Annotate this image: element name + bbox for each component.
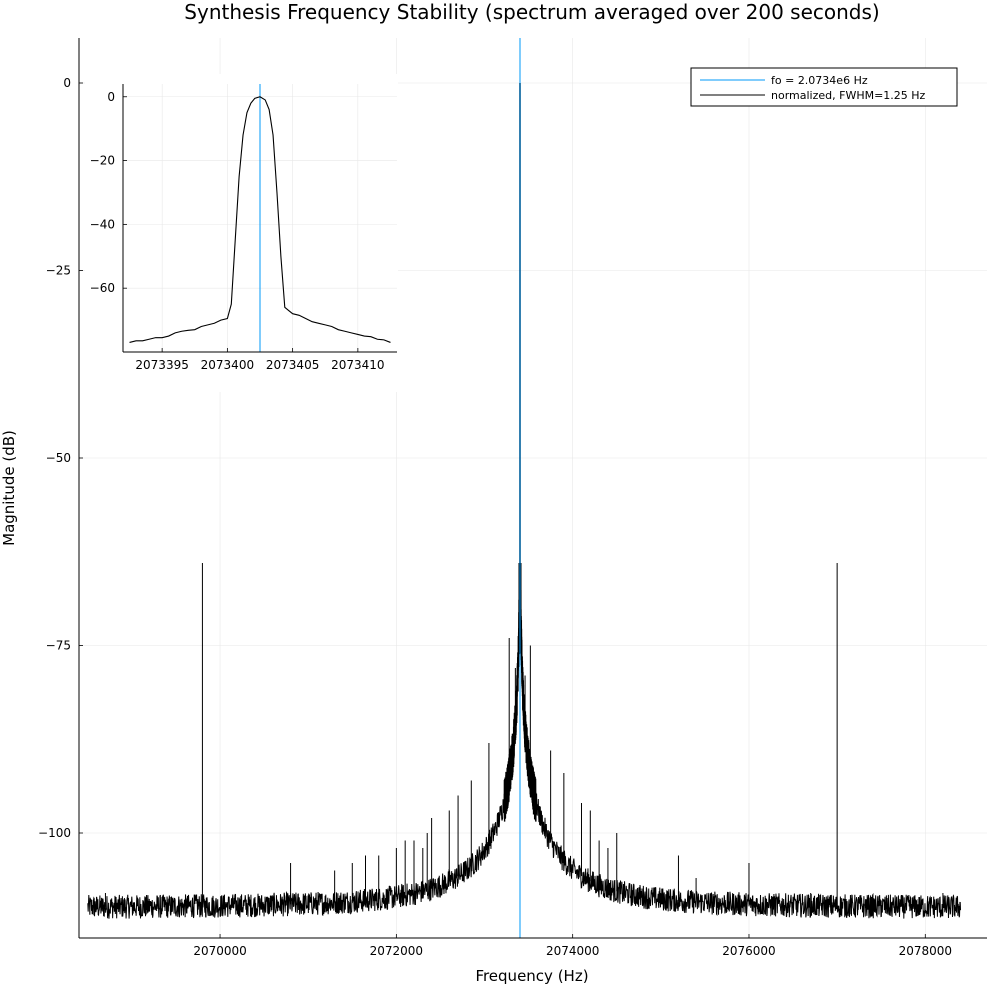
inset-x-tick-label: 2073410 [331, 358, 384, 372]
legend-label-normalized: normalized, FWHM=1.25 Hz [771, 89, 926, 102]
main-y-tick-label: −25 [46, 264, 71, 278]
main-ticks: 2070000 2072000 2074000 2076000 2078000 0 −25 −… [38, 76, 952, 958]
main-x-tick-label: 2076000 [722, 944, 775, 958]
inset-spectrum-line [129, 96, 391, 343]
inset-x-tick-label: 2073395 [135, 358, 188, 372]
inset-y-tick-label: 0 [107, 90, 115, 104]
inset-ticks: 2073395 2073400 2073405 2073410 0 −20 −40 −60 [90, 90, 385, 372]
legend-box [690, 67, 958, 107]
main-y-tick-label: −100 [38, 826, 71, 840]
inset-y-tick-label: −40 [90, 217, 115, 231]
inset-x-tick-label: 2073400 [201, 358, 254, 372]
main-y-tick-label: −50 [46, 451, 71, 465]
inset-y-tick-label: −60 [90, 281, 115, 295]
legend-label-fo: fo = 2.0734e6 Hz [771, 74, 868, 87]
inset-chart: 2073395 2073400 2073405 2073410 0 −20 −40 −60 [85, 74, 398, 392]
y-axis-title: Magnitude (dB) [0, 430, 18, 546]
chart-title: Synthesis Frequency Stability (spectrum … [184, 0, 879, 24]
x-axis-title: Frequency (Hz) [475, 967, 588, 985]
inset-background [85, 74, 398, 392]
main-x-tick-label: 2078000 [899, 944, 952, 958]
main-y-tick-label: 0 [63, 76, 71, 90]
main-x-tick-label: 2072000 [370, 944, 423, 958]
main-x-tick-label: 2070000 [193, 944, 246, 958]
main-axes [78, 38, 987, 939]
inset-x-tick-label: 2073405 [266, 358, 319, 372]
legend: fo = 2.0734e6 Hz normalized, FWHM=1.25 H… [690, 67, 958, 107]
main-grid [79, 38, 987, 938]
main-y-tick-label: −75 [46, 639, 71, 653]
main-plot-area [87, 38, 962, 938]
main-x-tick-label: 2074000 [546, 944, 599, 958]
inset-plot-area [129, 84, 391, 352]
inset-y-tick-label: −20 [90, 154, 115, 168]
